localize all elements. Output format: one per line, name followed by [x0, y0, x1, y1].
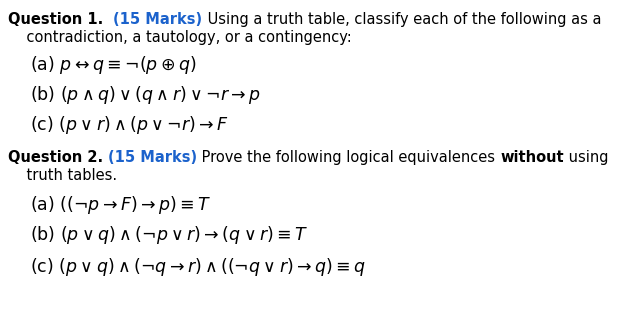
Text: (a) $p \leftrightarrow q \equiv \neg(p \oplus q)$: (a) $p \leftrightarrow q \equiv \neg(p \… [8, 54, 197, 76]
Text: using: using [563, 150, 608, 165]
Text: (a) $((\neg p \rightarrow F) \rightarrow p) \equiv T$: (a) $((\neg p \rightarrow F) \rightarrow… [8, 194, 211, 216]
Text: (b) $(p \vee q) \wedge (\neg p \vee r) \rightarrow (q \vee r) \equiv T$: (b) $(p \vee q) \wedge (\neg p \vee r) \… [8, 224, 308, 246]
Text: Question 2.: Question 2. [8, 150, 108, 165]
Text: contradiction, a tautology, or a contingency:: contradiction, a tautology, or a conting… [8, 30, 352, 45]
Text: (15 Marks): (15 Marks) [113, 12, 203, 27]
Text: Using a truth table, classify each of the following as a: Using a truth table, classify each of th… [203, 12, 601, 27]
Text: (15 Marks): (15 Marks) [108, 150, 197, 165]
Text: (c) $(p \vee q) \wedge (\neg q \rightarrow r) \wedge ((\neg q \vee r) \rightarro: (c) $(p \vee q) \wedge (\neg q \rightarr… [8, 256, 366, 278]
Text: Question 1.: Question 1. [8, 12, 113, 27]
Text: Prove the following logical equivalences: Prove the following logical equivalences [197, 150, 500, 165]
Text: (b) $(p \wedge q) \vee (q \wedge r) \vee \neg r \rightarrow p$: (b) $(p \wedge q) \vee (q \wedge r) \vee… [8, 84, 261, 106]
Text: (c) $(p \vee r) \wedge (p \vee \neg r) \rightarrow F$: (c) $(p \vee r) \wedge (p \vee \neg r) \… [8, 114, 229, 136]
Text: truth tables.: truth tables. [8, 168, 117, 183]
Text: without: without [500, 150, 563, 165]
